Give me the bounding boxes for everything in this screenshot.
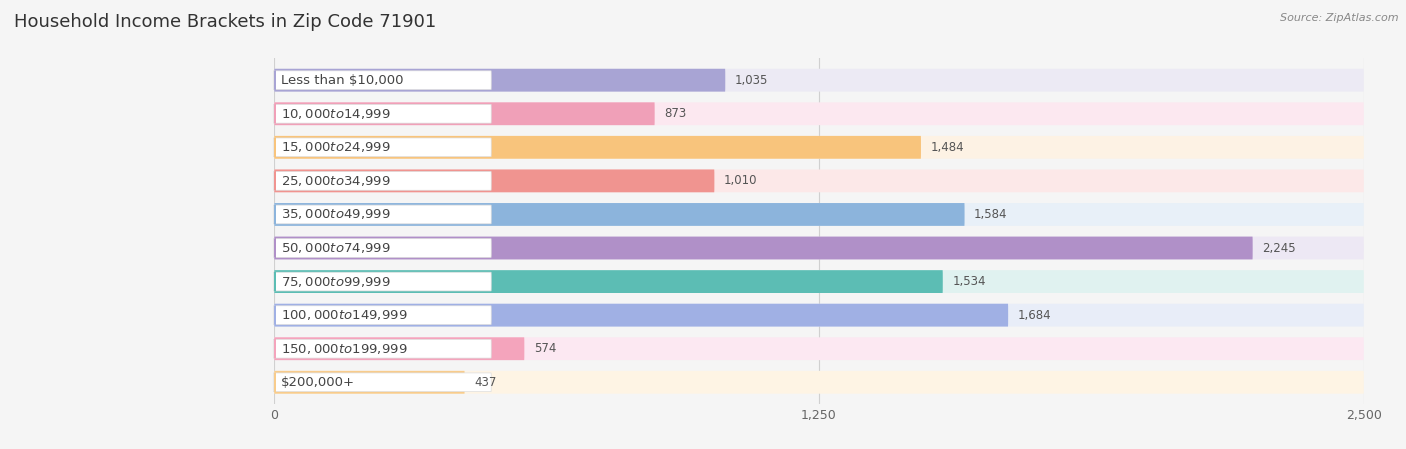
FancyBboxPatch shape [274, 169, 714, 192]
Text: $35,000 to $49,999: $35,000 to $49,999 [281, 207, 391, 221]
Text: 1,035: 1,035 [735, 74, 768, 87]
FancyBboxPatch shape [274, 237, 1364, 260]
Text: Source: ZipAtlas.com: Source: ZipAtlas.com [1281, 13, 1399, 23]
FancyBboxPatch shape [274, 203, 1364, 226]
Text: 437: 437 [474, 376, 496, 389]
Text: $50,000 to $74,999: $50,000 to $74,999 [281, 241, 391, 255]
FancyBboxPatch shape [273, 105, 491, 123]
Text: $75,000 to $99,999: $75,000 to $99,999 [281, 275, 391, 289]
Text: Less than $10,000: Less than $10,000 [281, 74, 404, 87]
Text: $25,000 to $34,999: $25,000 to $34,999 [281, 174, 391, 188]
FancyBboxPatch shape [273, 172, 491, 190]
FancyBboxPatch shape [274, 270, 1364, 293]
FancyBboxPatch shape [274, 304, 1364, 326]
Text: 1,534: 1,534 [952, 275, 986, 288]
Text: 873: 873 [664, 107, 686, 120]
Text: 1,484: 1,484 [931, 141, 965, 154]
Text: $15,000 to $24,999: $15,000 to $24,999 [281, 141, 391, 154]
FancyBboxPatch shape [274, 69, 725, 92]
FancyBboxPatch shape [274, 337, 524, 360]
Text: 1,010: 1,010 [724, 174, 758, 187]
FancyBboxPatch shape [274, 136, 1364, 159]
FancyBboxPatch shape [273, 306, 491, 325]
FancyBboxPatch shape [273, 373, 491, 392]
FancyBboxPatch shape [274, 203, 965, 226]
Text: $150,000 to $199,999: $150,000 to $199,999 [281, 342, 408, 356]
Text: $200,000+: $200,000+ [281, 376, 354, 389]
Text: 2,245: 2,245 [1263, 242, 1296, 255]
FancyBboxPatch shape [274, 371, 1364, 394]
Text: $10,000 to $14,999: $10,000 to $14,999 [281, 107, 391, 121]
FancyBboxPatch shape [274, 270, 943, 293]
FancyBboxPatch shape [273, 205, 491, 224]
FancyBboxPatch shape [274, 69, 1364, 92]
FancyBboxPatch shape [274, 304, 1008, 326]
FancyBboxPatch shape [274, 371, 464, 394]
FancyBboxPatch shape [274, 337, 1364, 360]
FancyBboxPatch shape [274, 102, 1364, 125]
FancyBboxPatch shape [273, 71, 491, 89]
Text: 574: 574 [534, 342, 557, 355]
FancyBboxPatch shape [273, 239, 491, 257]
Text: 1,684: 1,684 [1018, 308, 1052, 321]
FancyBboxPatch shape [273, 138, 491, 157]
FancyBboxPatch shape [274, 169, 1364, 192]
Text: Household Income Brackets in Zip Code 71901: Household Income Brackets in Zip Code 71… [14, 13, 436, 31]
FancyBboxPatch shape [274, 102, 655, 125]
Text: $100,000 to $149,999: $100,000 to $149,999 [281, 308, 408, 322]
FancyBboxPatch shape [273, 339, 491, 358]
FancyBboxPatch shape [274, 237, 1253, 260]
Text: 1,584: 1,584 [974, 208, 1008, 221]
FancyBboxPatch shape [274, 136, 921, 159]
FancyBboxPatch shape [273, 272, 491, 291]
